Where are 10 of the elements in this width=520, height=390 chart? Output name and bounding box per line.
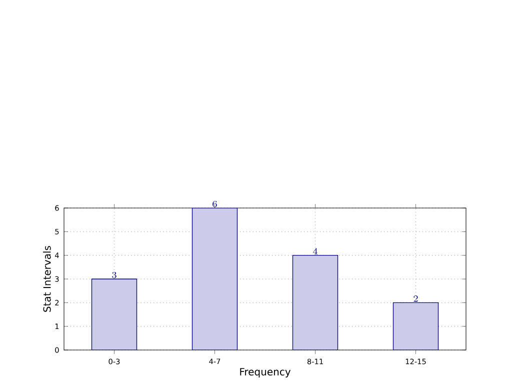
data-label: 4 xyxy=(312,248,318,254)
bar xyxy=(392,302,439,350)
data-label: 6 xyxy=(212,200,217,208)
bar xyxy=(292,255,338,350)
y-axis-title: Stat Intervals xyxy=(43,246,51,312)
bar xyxy=(192,208,238,350)
data-label: 3 xyxy=(112,272,116,278)
data-label: 2 xyxy=(414,295,418,302)
x-axis-title: Frequency xyxy=(240,368,291,378)
bar xyxy=(91,278,138,350)
